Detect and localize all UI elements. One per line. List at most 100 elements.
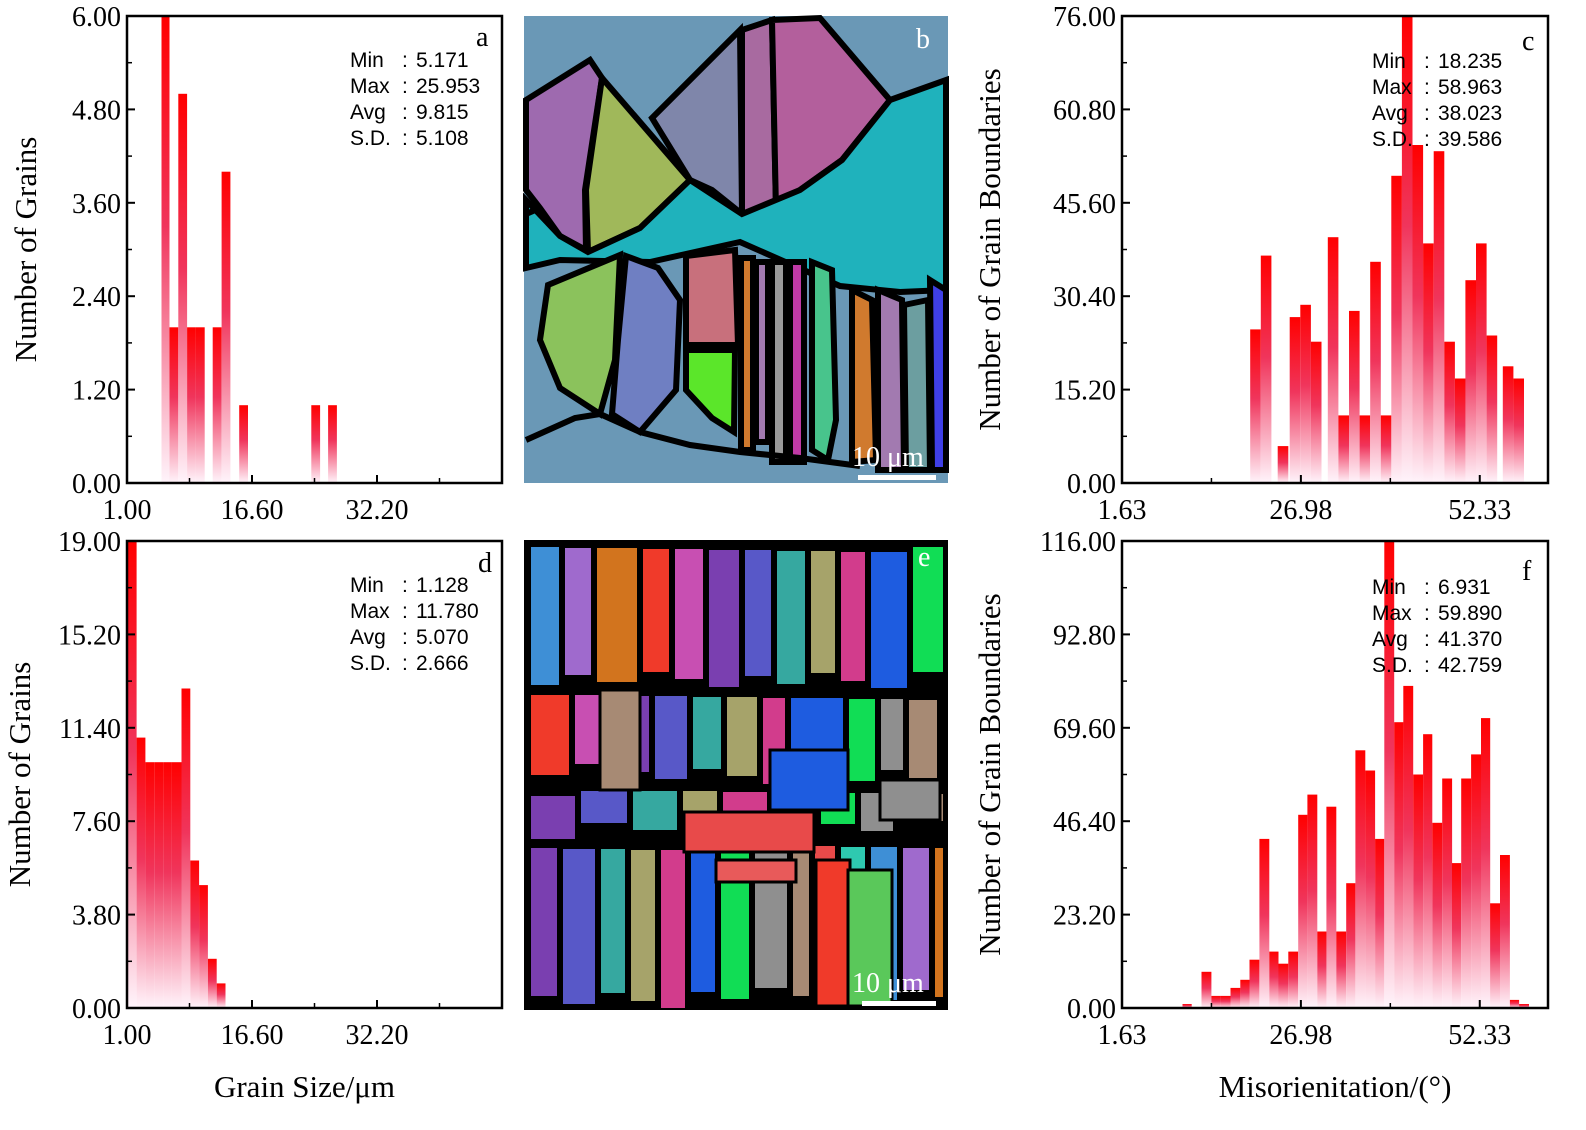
- y-tick-label: 0.00: [72, 994, 121, 1025]
- stat-value: 39.586: [1438, 128, 1502, 151]
- stat-label: Min: [1372, 50, 1406, 73]
- grain-e: [745, 550, 771, 676]
- histogram-bar: [1413, 774, 1424, 1008]
- grain-b-15: [809, 257, 840, 465]
- stat-label: Max: [350, 75, 390, 98]
- grain-e: [598, 688, 642, 792]
- histogram-bar: [239, 405, 248, 483]
- grain-b-12: [753, 259, 771, 445]
- histogram-bar: [1310, 341, 1322, 483]
- histogram-bar: [1288, 951, 1299, 1008]
- histogram-bar: [163, 762, 172, 1008]
- stat-label: S.D.: [1372, 654, 1413, 677]
- y-tick-label: 15.20: [1053, 376, 1116, 407]
- histogram-bar: [1500, 855, 1510, 1008]
- y-axis-label: Number of Grains: [8, 137, 43, 363]
- y-tick-label: 92.80: [1053, 620, 1116, 651]
- histogram-bar: [1211, 995, 1221, 1008]
- stat-value: 18.235: [1438, 50, 1502, 73]
- stat-value: 2.666: [416, 652, 469, 675]
- grain-e: [597, 548, 637, 682]
- histogram-bar: [1461, 778, 1472, 1008]
- histogram-bar: [1471, 754, 1481, 1008]
- stat-colon: :: [402, 652, 408, 675]
- grain-e: [903, 848, 929, 990]
- histogram-bar: [1220, 995, 1231, 1008]
- x-axis-label: Misorienitation/(°): [1219, 1069, 1452, 1104]
- stat-value: 58.963: [1438, 76, 1502, 99]
- histogram-bar: [1519, 1004, 1529, 1008]
- y-tick-label: 7.60: [72, 807, 121, 838]
- histogram-bar: [1338, 415, 1349, 483]
- stat-label: Max: [350, 600, 390, 623]
- histogram-bar: [1509, 999, 1520, 1008]
- stat-colon: :: [1424, 576, 1430, 599]
- panel-label: f: [1522, 556, 1532, 587]
- histogram-bar: [1370, 261, 1381, 483]
- histogram-bar: [311, 405, 321, 483]
- histogram-bar: [1349, 310, 1360, 483]
- y-axis-label: Number of Grains: [2, 662, 37, 888]
- histogram-bar: [181, 688, 191, 1008]
- stat-label: Min: [350, 574, 384, 597]
- stat-value: 41.370: [1438, 628, 1502, 651]
- histogram-bar: [169, 327, 179, 483]
- stat-value: 6.931: [1438, 576, 1491, 599]
- histogram-bar: [136, 737, 146, 1008]
- histogram-panel-d: 0.00 3.80 7.60 11.40 15.20 19.00 1.00 16.60 32.2…: [2, 527, 504, 1104]
- x-tick-label: 32.20: [346, 1020, 409, 1051]
- map-e-panel-label: e: [918, 542, 930, 573]
- histogram-bar: [1317, 931, 1327, 1008]
- stat-colon: :: [402, 127, 408, 150]
- grain-e: [661, 850, 685, 1008]
- grain-b-14: [787, 259, 807, 465]
- stat-label: S.D.: [350, 127, 391, 150]
- y-axis-label: Number of Grain Boundaries: [972, 593, 1007, 955]
- y-tick-label: 116.00: [1040, 527, 1116, 558]
- grain-e: [727, 697, 757, 776]
- grain-e: [633, 791, 677, 830]
- y-tick-label: 11.40: [59, 714, 121, 745]
- grain-e: [913, 547, 943, 672]
- stat-label: Max: [1372, 76, 1412, 99]
- histogram-bar: [1355, 750, 1366, 1008]
- stat-value: 5.108: [416, 127, 469, 150]
- y-tick-label: 76.00: [1053, 2, 1116, 33]
- map-b-scale-bar: [858, 475, 936, 480]
- grain-e: [811, 551, 835, 673]
- histogram-bar: [154, 762, 163, 1008]
- grain-e: [909, 700, 937, 778]
- map-e-scale-text: 10 μm: [852, 968, 924, 999]
- stat-colon: :: [1424, 128, 1430, 151]
- grain-b-19: [926, 274, 949, 473]
- y-tick-label: 0.00: [72, 469, 121, 500]
- grain-e: [871, 552, 907, 688]
- grain-e: [849, 699, 875, 781]
- x-tick-label: 32.20: [346, 495, 409, 526]
- grain-b-9: [683, 246, 742, 348]
- histogram-bar: [1182, 1004, 1192, 1008]
- grain-e: [691, 845, 715, 992]
- grain-e: [768, 748, 850, 812]
- y-tick-label: 45.60: [1053, 189, 1116, 220]
- stat-colon: :: [1424, 50, 1430, 73]
- histogram-bar: [1259, 838, 1270, 1008]
- grain-map-e: e 10 μm: [524, 540, 948, 1010]
- histogram-bar: [1423, 243, 1434, 483]
- y-tick-label: 30.40: [1053, 282, 1116, 313]
- histogram-bar: [1513, 378, 1524, 483]
- histogram-bar: [1432, 822, 1443, 1008]
- stat-value: 11.780: [416, 600, 479, 623]
- stat-label: Min: [1372, 576, 1406, 599]
- histogram-bar: [1486, 335, 1498, 483]
- x-tick-label: 16.60: [221, 495, 284, 526]
- grain-e: [531, 848, 557, 996]
- stat-label: S.D.: [350, 652, 391, 675]
- stat-colon: :: [402, 75, 408, 98]
- stat-value: 5.070: [416, 626, 469, 649]
- boundary-b-1: [524, 410, 861, 469]
- stat-colon: :: [402, 49, 408, 72]
- histogram-bar: [1433, 151, 1445, 483]
- stat-label: Avg: [1372, 628, 1408, 651]
- stat-colon: :: [1424, 602, 1430, 625]
